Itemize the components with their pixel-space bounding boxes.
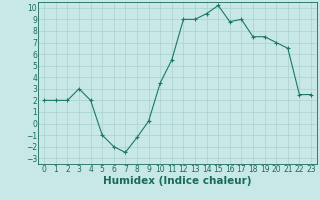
- X-axis label: Humidex (Indice chaleur): Humidex (Indice chaleur): [103, 176, 252, 186]
